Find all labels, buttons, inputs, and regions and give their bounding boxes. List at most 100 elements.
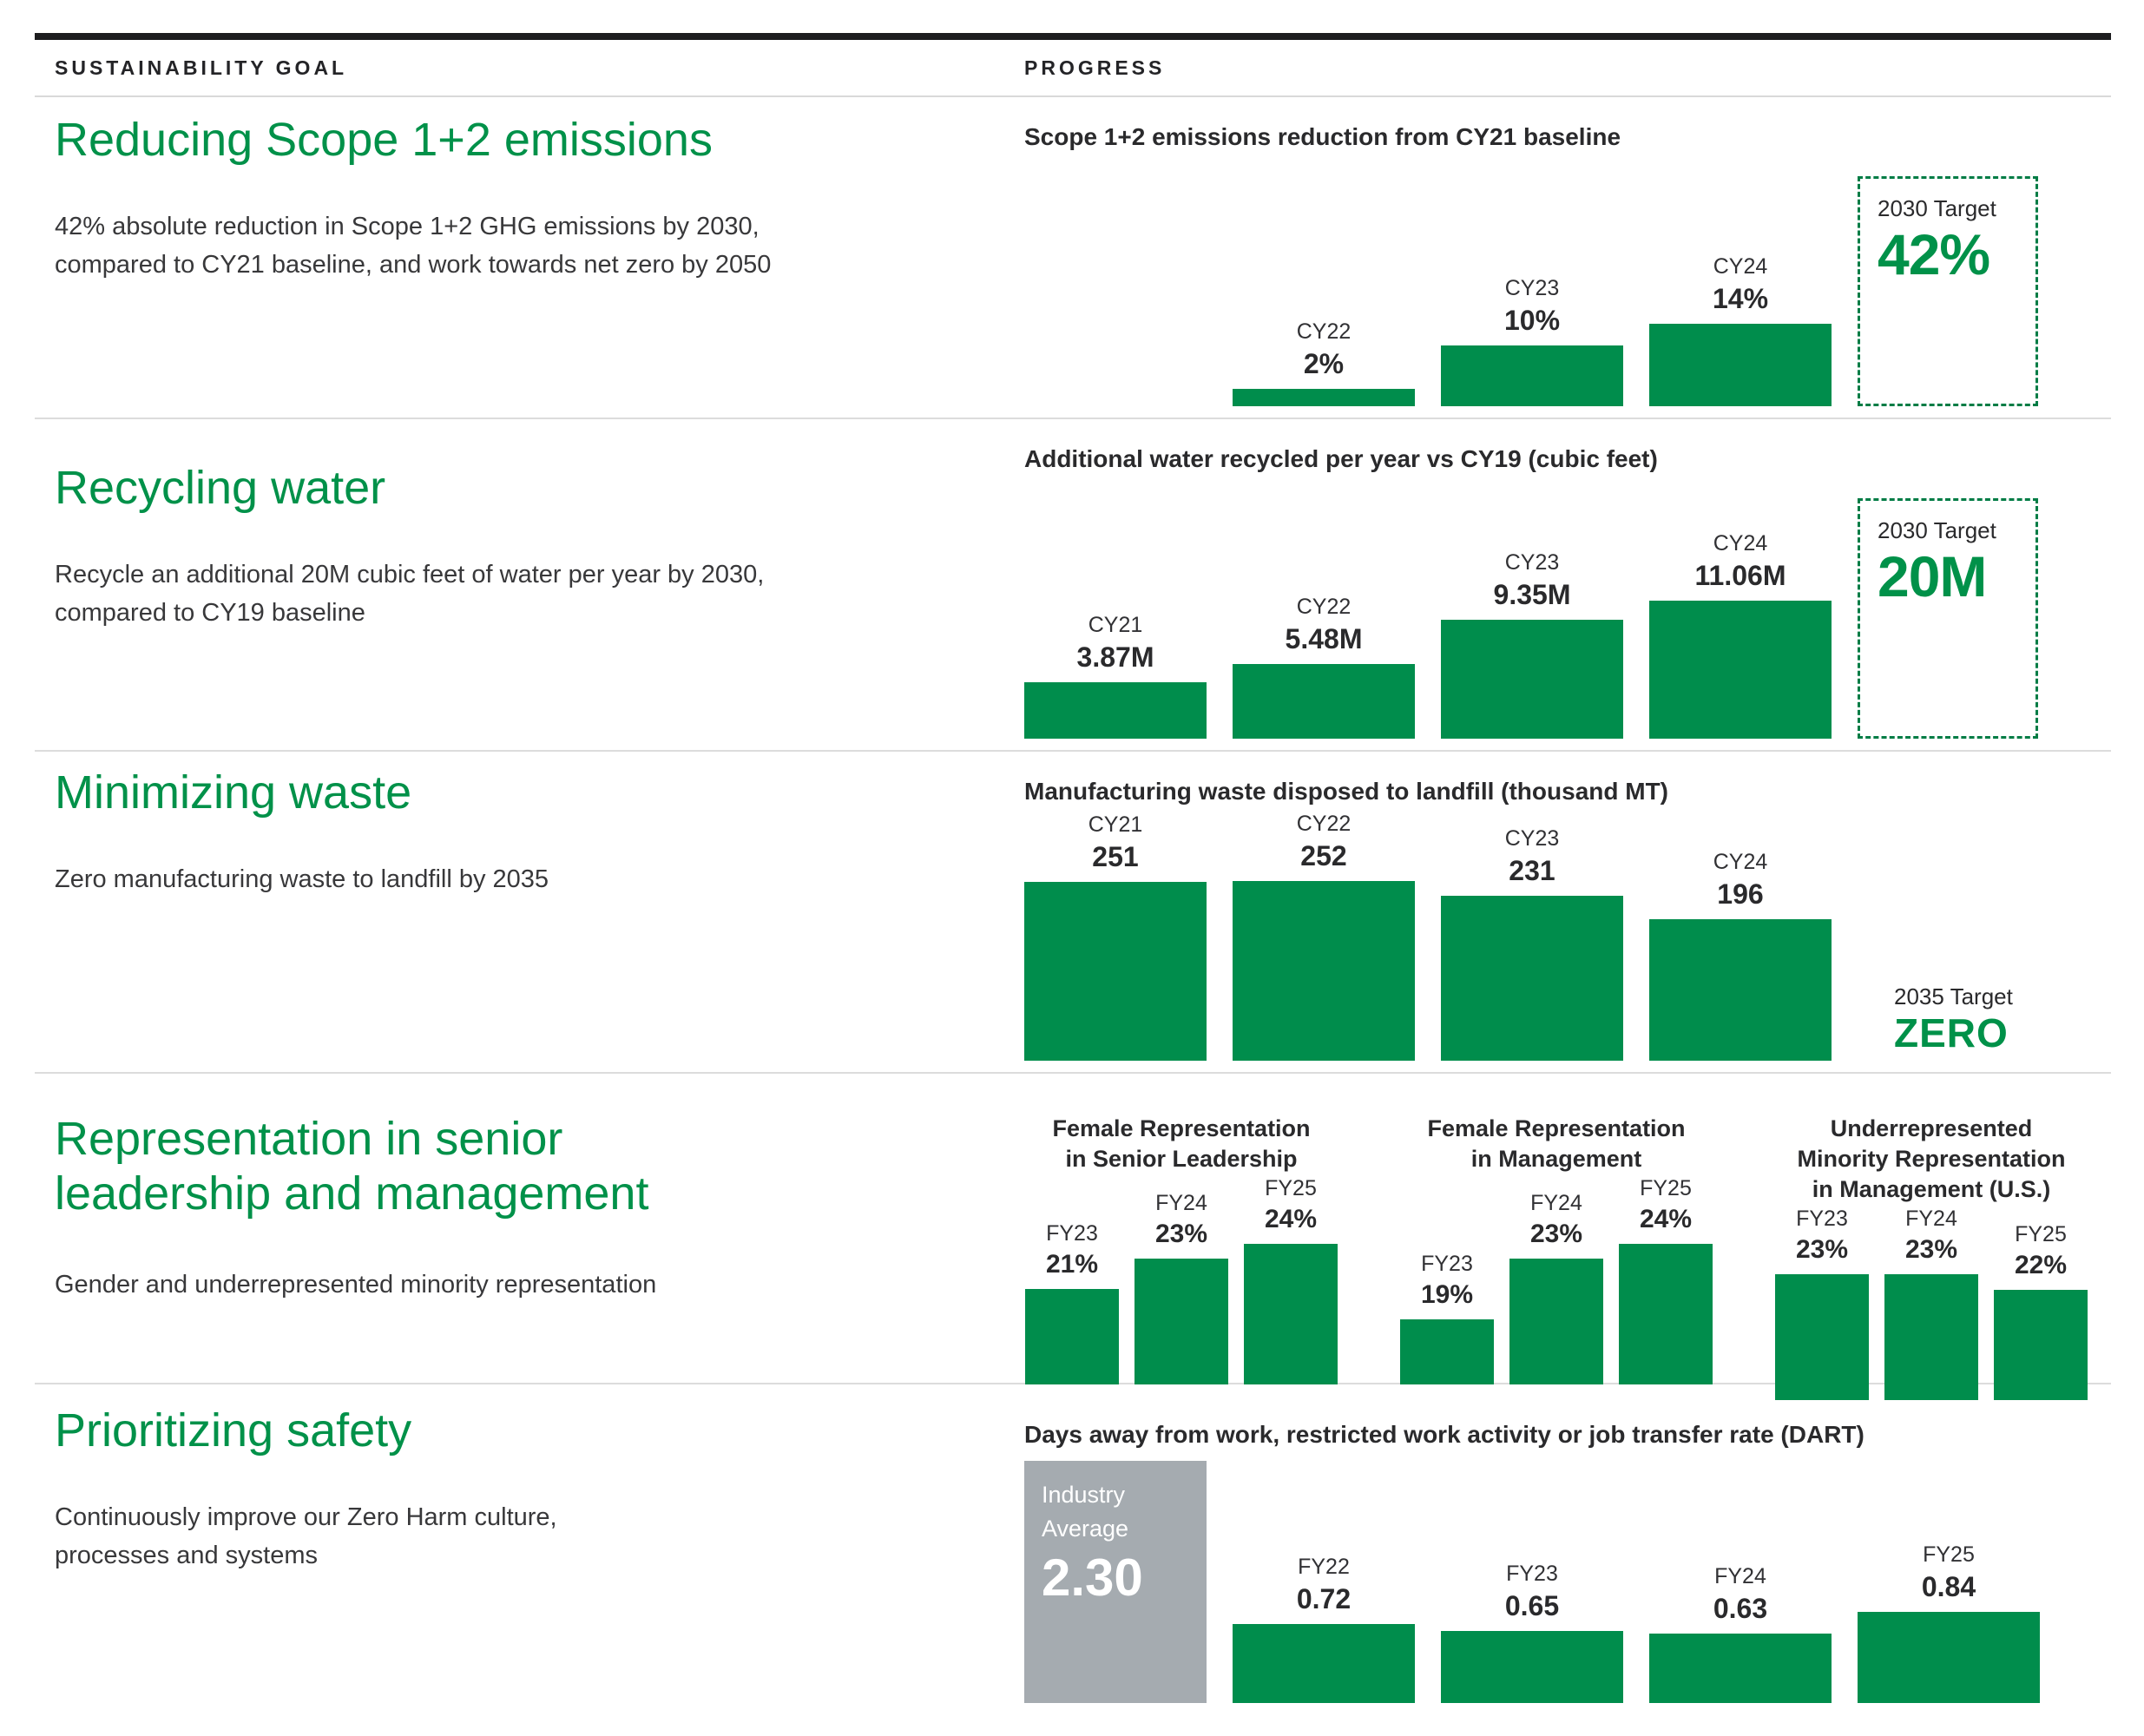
bar-year-label: FY24 <box>1155 1191 1207 1216</box>
bar <box>1441 620 1623 739</box>
bar-year-label: FY25 <box>2015 1222 2067 1247</box>
bar-value-label: 23% <box>1529 1219 1583 1248</box>
bar-column: CY22 2% <box>1233 318 1415 406</box>
bar-value-label: 3.87M <box>1076 641 1154 673</box>
bar-year-label: CY23 <box>1504 549 1560 575</box>
industry-average-value: 2.30 <box>1042 1549 1143 1608</box>
bar-column: FY24 23% <box>1884 1205 1978 1401</box>
bar-value-label: 23% <box>1904 1235 1958 1265</box>
bar-year-label: CY23 <box>1504 825 1560 851</box>
target-label: 2030 Target <box>1878 517 1996 543</box>
bar-column: FY25 0.84 <box>1858 1541 2040 1703</box>
subchart-management: Female Representation in Management FY23… <box>1399 1114 1713 1384</box>
goal-description: Recycle an additional 20M cubic feet of … <box>55 560 765 627</box>
bar-value-label: 0.84 <box>1921 1570 1976 1602</box>
bar-year-label: CY24 <box>1713 530 1768 556</box>
row-prioritizing-safety: Prioritizing safety Continuously improve… <box>35 1384 2111 1736</box>
bar-year-label: FY23 <box>1796 1207 1848 1232</box>
bar-column: FY23 19% <box>1400 1250 1494 1384</box>
chart-bars: FY23 19% FY24 23% <box>1399 1174 1713 1384</box>
chart-safety: Days away from work, restricted work act… <box>1024 1384 2111 1736</box>
bar-column: CY24 11.06M <box>1649 529 1832 739</box>
subchart-minority-representation: Underrepresented Minority Representation… <box>1774 1114 2088 1401</box>
goal-description: 42% absolute reduction in Scope 1+2 GHG … <box>55 212 772 279</box>
goal-title: Prioritizing safety <box>55 1404 412 1457</box>
bar-year-label: FY25 <box>1923 1542 1975 1567</box>
bar-value-label: 23% <box>1795 1235 1849 1265</box>
bar-year-label: FY24 <box>1530 1191 1582 1216</box>
bar-value-label: 21% <box>1045 1249 1099 1279</box>
bar-value-label: 19% <box>1420 1279 1474 1309</box>
bar <box>1649 919 1832 1061</box>
bar-column: CY23 9.35M <box>1441 549 1623 739</box>
bar <box>1649 601 1832 739</box>
goal-cell: Reducing Scope 1+2 emissions 42% absolut… <box>35 97 1024 418</box>
bar-value-label: 252 <box>1300 839 1347 871</box>
bar-column: CY22 252 <box>1233 810 1415 1061</box>
subchart-title: Female Representation in Management <box>1427 1115 1686 1173</box>
goal-title: Reducing Scope 1+2 emissions <box>55 114 713 166</box>
chart-water: Additional water recycled per year vs CY… <box>1024 419 2111 750</box>
bar-column: CY22 5.48M <box>1233 593 1415 739</box>
bar-column: FY23 23% <box>1775 1205 1869 1401</box>
bar <box>1233 664 1415 739</box>
goal-cell: Recycling water Recycle an additional 20… <box>35 419 1024 750</box>
bar-column: FY23 0.65 <box>1441 1560 1623 1703</box>
chart-waste: Manufacturing waste disposed to landfill… <box>1024 752 2111 1072</box>
bar-column: FY25 22% <box>1994 1220 2088 1401</box>
chart-title: Manufacturing waste disposed to landfill… <box>1024 778 1668 805</box>
chart-title: Additional water recycled per year vs CY… <box>1024 445 1658 472</box>
goal-cell: Representation in senior leadership and … <box>35 1074 1024 1383</box>
bar <box>1233 389 1415 406</box>
bar-column: FY24 23% <box>1134 1189 1228 1384</box>
target-label: 2030 Target <box>1878 195 1996 221</box>
row-minimizing-waste: Minimizing waste Zero manufacturing wast… <box>35 752 2111 1074</box>
chart-title: Days away from work, restricted work act… <box>1024 1421 1864 1448</box>
bar-value-label: 11.06M <box>1694 559 1786 591</box>
bar <box>1649 324 1832 406</box>
bar <box>1884 1274 1978 1401</box>
chart-bars: CY21 251 CY22 252 CY23 <box>1024 810 2111 1061</box>
bar-value-label: 22% <box>2014 1251 2068 1280</box>
bar-value-label: 0.65 <box>1504 1589 1560 1621</box>
bar-value-label: 2% <box>1303 347 1345 379</box>
bar <box>1025 1288 1119 1384</box>
goal-cell: Minimizing waste Zero manufacturing wast… <box>35 752 1024 1072</box>
target-value: 20M <box>1878 543 1987 608</box>
bar <box>1509 1258 1603 1384</box>
bar-value-label: 24% <box>1639 1204 1693 1233</box>
bar-year-label: FY24 <box>1714 1563 1766 1588</box>
chart-bars: CY22 2% CY23 10% CY24 <box>1024 176 2111 406</box>
bar <box>1441 345 1623 406</box>
row-representation: Representation in senior leadership and … <box>35 1074 2111 1401</box>
bar-column: FY24 23% <box>1509 1189 1603 1384</box>
bar-value-label: 231 <box>1509 854 1555 886</box>
bar-year-label: FY23 <box>1506 1561 1558 1586</box>
bar-year-label: CY24 <box>1713 849 1768 874</box>
target-box-2030: 2030 Target 42% <box>1858 176 2038 406</box>
bar-year-label: CY22 <box>1296 319 1352 344</box>
report-table: SUSTAINABILITY GOAL PROGRESS Reducing Sc… <box>35 33 2111 1736</box>
bar-year-label: CY24 <box>1713 253 1768 279</box>
bar-year-label: FY25 <box>1265 1176 1317 1201</box>
target-box-2030: 2030 Target 20M <box>1858 498 2038 739</box>
bar-value-label: 0.63 <box>1713 1592 1768 1624</box>
bar <box>1649 1634 1832 1703</box>
bar-value-label: 23% <box>1154 1219 1208 1248</box>
chart-bars: FY23 21% FY24 23% <box>1024 1174 1338 1384</box>
bar-year-label: CY21 <box>1088 812 1143 837</box>
bar-year-label: FY23 <box>1421 1252 1473 1277</box>
subchart-title: Underrepresented Minority Representation… <box>1797 1115 2066 1203</box>
bar-column: FY24 0.63 <box>1649 1562 1832 1703</box>
bar-column: CY24 14% <box>1649 253 1832 406</box>
bar-column: CY24 196 <box>1649 848 1832 1061</box>
bar-year-label: CY22 <box>1296 811 1352 836</box>
goal-description: Gender and underrepresented minority rep… <box>55 1271 657 1299</box>
chart-representation: Female Representation in Senior Leadersh… <box>1024 1074 2111 1401</box>
subchart-senior-leadership: Female Representation in Senior Leadersh… <box>1024 1114 1338 1384</box>
bar-column: FY25 24% <box>1619 1174 1713 1384</box>
bar <box>1244 1243 1338 1384</box>
bar-year-label: FY25 <box>1640 1176 1692 1201</box>
target-text-2035: 2035 Target ZERO <box>1858 983 2038 1061</box>
